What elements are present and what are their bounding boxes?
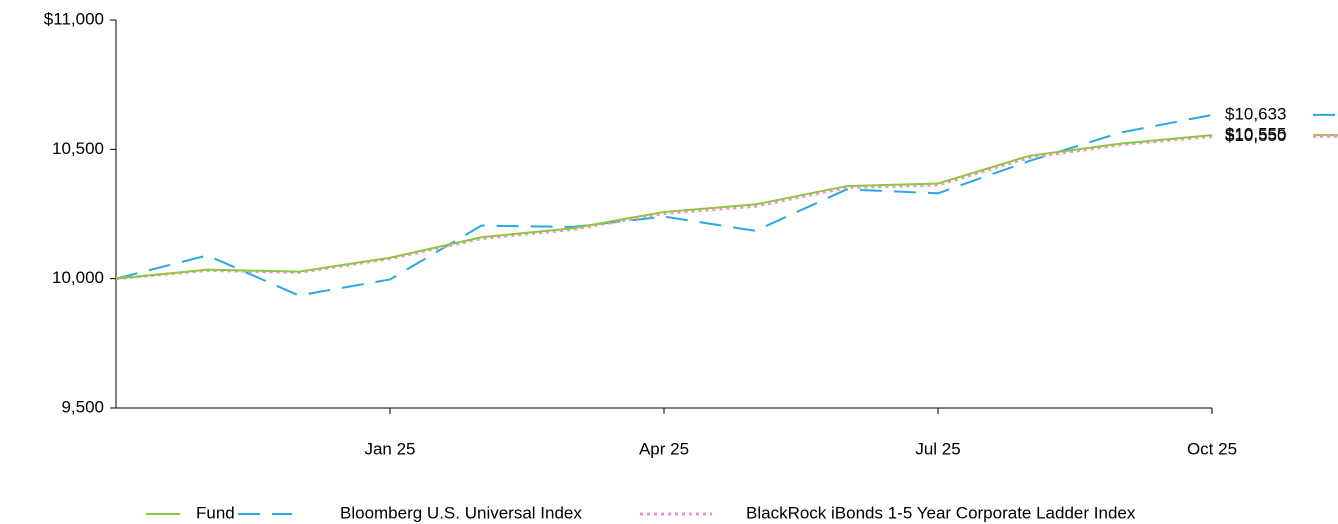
legend-label: Fund <box>196 503 235 522</box>
y-tick-label: 10,000 <box>52 268 104 287</box>
legend-label: BlackRock iBonds 1-5 Year Corporate Ladd… <box>746 503 1136 522</box>
y-tick-label: 10,500 <box>52 139 104 158</box>
y-tick-label: 9,500 <box>61 397 104 416</box>
end-label: $10,550 <box>1225 126 1286 145</box>
end-label: $10,555 <box>1225 125 1286 144</box>
legend-label: Bloomberg U.S. Universal Index <box>340 503 582 522</box>
x-tick-label: Jan 25 <box>364 439 415 458</box>
y-tick-label: $11,000 <box>44 9 104 28</box>
x-tick-label: Jul 25 <box>915 439 960 458</box>
series-line <box>115 113 1213 297</box>
x-tick-label: Apr 25 <box>639 439 689 458</box>
end-label: $10,633 <box>1225 104 1286 123</box>
series-line <box>115 134 1213 281</box>
series-line <box>115 134 1213 280</box>
x-tick-label: Oct 25 <box>1187 439 1237 458</box>
